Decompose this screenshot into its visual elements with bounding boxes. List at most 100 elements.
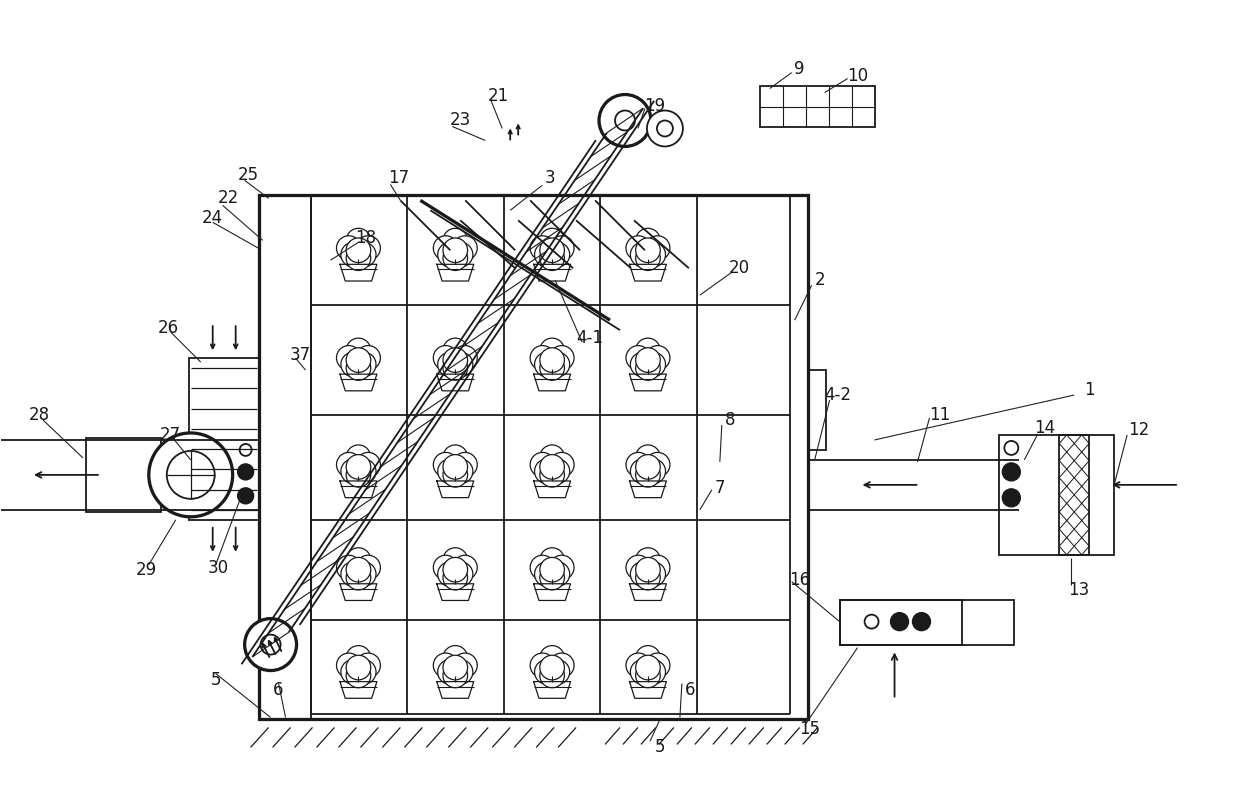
Circle shape (913, 612, 930, 631)
Circle shape (534, 562, 559, 586)
Text: 1: 1 (1084, 381, 1095, 399)
Text: 3: 3 (544, 169, 556, 187)
Circle shape (641, 459, 666, 483)
Text: 13: 13 (1069, 581, 1090, 599)
Circle shape (341, 242, 366, 267)
Text: 19: 19 (645, 97, 666, 114)
Text: 17: 17 (388, 169, 409, 187)
Text: 6: 6 (273, 680, 284, 698)
Circle shape (636, 238, 660, 263)
Circle shape (438, 562, 463, 586)
Circle shape (657, 121, 673, 136)
Circle shape (636, 455, 660, 479)
Circle shape (641, 659, 666, 684)
Circle shape (433, 236, 458, 260)
Text: 22: 22 (218, 189, 239, 208)
Circle shape (531, 653, 554, 678)
Circle shape (534, 242, 559, 267)
Text: 21: 21 (487, 87, 508, 105)
Bar (1059, 435, 1089, 555)
Circle shape (630, 562, 655, 586)
Circle shape (453, 653, 477, 678)
Text: 5: 5 (655, 738, 665, 757)
Text: 18: 18 (355, 230, 376, 247)
Text: 28: 28 (29, 406, 50, 424)
Circle shape (448, 242, 472, 267)
Text: 9: 9 (795, 59, 805, 78)
Circle shape (1002, 489, 1021, 507)
Bar (807, 370, 826, 450)
Circle shape (645, 556, 670, 580)
Circle shape (539, 663, 564, 688)
Circle shape (641, 242, 666, 267)
Circle shape (341, 459, 366, 483)
Circle shape (453, 556, 477, 580)
Circle shape (647, 110, 683, 147)
Circle shape (645, 453, 670, 477)
Circle shape (630, 659, 655, 684)
Circle shape (531, 556, 554, 580)
Circle shape (546, 352, 569, 377)
Circle shape (438, 459, 463, 483)
Circle shape (549, 556, 574, 580)
Circle shape (549, 236, 574, 260)
Circle shape (539, 338, 564, 363)
Circle shape (346, 348, 371, 372)
Circle shape (443, 462, 467, 487)
Circle shape (238, 464, 254, 480)
Bar (188, 358, 259, 520)
Circle shape (539, 229, 564, 253)
Circle shape (539, 557, 564, 582)
Circle shape (448, 562, 472, 586)
Circle shape (239, 444, 252, 456)
Circle shape (549, 345, 574, 370)
Circle shape (630, 242, 655, 267)
Circle shape (539, 547, 564, 573)
Text: 23: 23 (450, 111, 471, 130)
Circle shape (453, 453, 477, 477)
Circle shape (341, 659, 366, 684)
Text: 25: 25 (238, 166, 259, 184)
Circle shape (351, 352, 376, 377)
Circle shape (351, 659, 376, 684)
Circle shape (636, 655, 660, 680)
Circle shape (641, 352, 666, 377)
Circle shape (433, 653, 458, 678)
Text: 30: 30 (208, 559, 229, 577)
Circle shape (346, 338, 371, 363)
Circle shape (443, 646, 467, 670)
Circle shape (346, 646, 371, 670)
Text: 27: 27 (160, 426, 181, 444)
Circle shape (443, 445, 467, 470)
Circle shape (356, 236, 381, 260)
Text: 15: 15 (799, 720, 820, 739)
Circle shape (433, 453, 458, 477)
Circle shape (636, 663, 660, 688)
Text: 37: 37 (290, 346, 311, 364)
Text: 16: 16 (789, 571, 810, 589)
Circle shape (539, 462, 564, 487)
Circle shape (539, 646, 564, 670)
Text: 10: 10 (847, 67, 868, 84)
Circle shape (534, 659, 559, 684)
Circle shape (438, 242, 463, 267)
Circle shape (645, 236, 670, 260)
Circle shape (244, 619, 296, 671)
Circle shape (448, 352, 472, 377)
Circle shape (636, 565, 660, 590)
Circle shape (890, 612, 909, 631)
Circle shape (549, 653, 574, 678)
Circle shape (626, 556, 651, 580)
Circle shape (636, 646, 660, 670)
Circle shape (346, 547, 371, 573)
Text: 8: 8 (724, 411, 735, 429)
Text: 11: 11 (929, 406, 950, 424)
Circle shape (534, 459, 559, 483)
Text: 26: 26 (159, 320, 180, 337)
Bar (999, 435, 1115, 555)
Circle shape (448, 459, 472, 483)
Circle shape (346, 557, 371, 582)
Circle shape (346, 565, 371, 590)
Circle shape (546, 562, 569, 586)
Circle shape (443, 348, 467, 372)
